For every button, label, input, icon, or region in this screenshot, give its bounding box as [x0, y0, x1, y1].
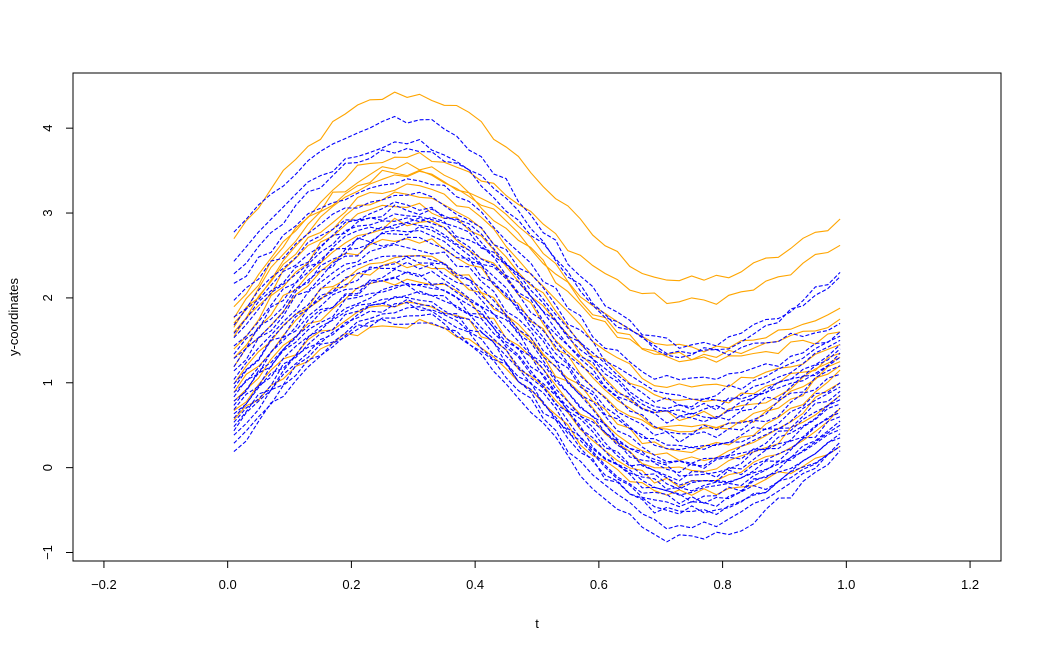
series-line-group-b-13 — [233, 229, 841, 450]
y-tick-label: 0 — [40, 464, 55, 471]
y-tick-label: 4 — [40, 125, 55, 132]
series-line-group-b-1 — [233, 115, 841, 349]
x-tick-label: 0.8 — [714, 577, 732, 592]
series-line-group-b-28 — [233, 306, 841, 516]
y-tick-label: 1 — [40, 379, 55, 386]
x-axis: −0.2 0.0 0.2 0.4 0.6 0.8 1.0 1.2 — [91, 560, 979, 592]
series-line-group-b-17 — [233, 256, 841, 474]
series-line-group-a-11 — [233, 255, 841, 454]
series-line-group-a-4 — [233, 169, 841, 361]
x-tick-label: 0.4 — [466, 577, 484, 592]
x-tick-label: 1.0 — [837, 577, 855, 592]
series-line-group-b-11 — [233, 222, 841, 435]
y-tick-label: 2 — [40, 294, 55, 301]
series-line-group-b-24 — [233, 290, 841, 503]
series-line-group-b-15 — [233, 243, 841, 464]
series-line-group-b-4 — [233, 178, 841, 381]
y-tick-label: −1 — [40, 545, 55, 560]
series-line-group-b-2 — [233, 138, 841, 359]
series-line-group-b-16 — [233, 255, 841, 467]
series-line-group-a-1 — [233, 91, 841, 282]
x-tick-label: 1.2 — [961, 577, 979, 592]
y-axis-title: y-coordinates — [6, 277, 21, 356]
series-line-group-b-22 — [233, 282, 841, 492]
series-line-group-b-18 — [233, 261, 841, 477]
curves-layer — [233, 91, 841, 543]
series-line-group-b-26 — [233, 298, 841, 508]
series-line-group-b-7 — [233, 204, 841, 411]
x-tick-label: 0.6 — [590, 577, 608, 592]
series-line-group-b-6 — [233, 201, 841, 408]
series-line-group-b-27 — [233, 302, 841, 515]
series-line-group-b-30 — [233, 318, 841, 543]
series-line-group-a-13 — [233, 278, 841, 473]
series-line-group-b-14 — [233, 236, 841, 451]
series-line-group-b-21 — [233, 276, 841, 490]
x-tick-label: 0.0 — [219, 577, 237, 592]
y-axis: −1 0 1 2 3 4 — [40, 125, 74, 560]
plot-frame — [72, 72, 1002, 562]
x-tick-label: 0.2 — [342, 577, 360, 592]
y-tick-label: 3 — [40, 209, 55, 216]
series-line-group-b-19 — [233, 268, 841, 482]
series-line-group-b-3 — [233, 147, 841, 356]
series-line-group-a-14 — [233, 301, 841, 488]
series-line-group-a-5 — [233, 170, 841, 363]
series-line-group-b-10 — [233, 217, 841, 424]
series-line-group-a-3 — [233, 162, 841, 353]
x-tick-label: −0.2 — [91, 577, 117, 592]
series-line-group-b-12 — [233, 225, 841, 443]
series-line-group-a-7 — [233, 191, 841, 404]
series-line-group-b-5 — [233, 191, 841, 400]
series-line-group-a-8 — [233, 202, 841, 422]
x-axis-title: t — [535, 616, 539, 631]
series-line-group-a-2 — [233, 151, 841, 319]
series-line-group-b-9 — [233, 216, 841, 419]
series-line-group-a-10 — [233, 238, 841, 433]
